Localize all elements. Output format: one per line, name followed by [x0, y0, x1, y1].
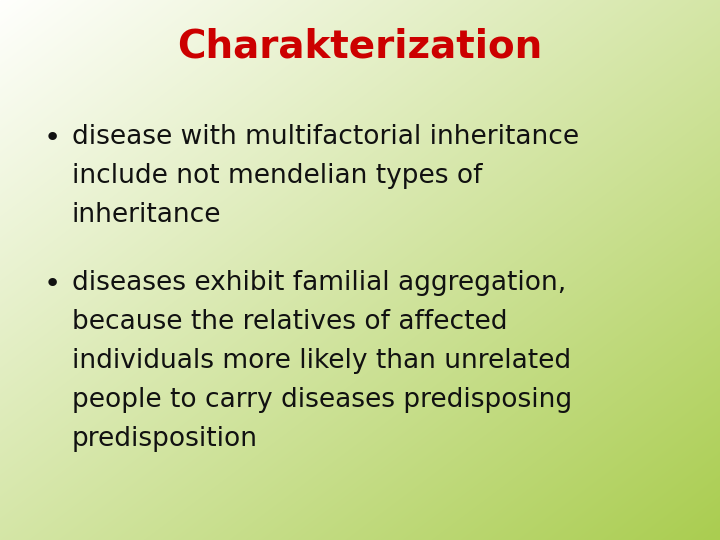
- Text: individuals more likely than unrelated: individuals more likely than unrelated: [72, 348, 571, 374]
- Text: disease with multifactorial inheritance: disease with multifactorial inheritance: [72, 124, 579, 150]
- Text: inheritance: inheritance: [72, 202, 222, 228]
- Text: include not mendelian types of: include not mendelian types of: [72, 163, 482, 189]
- Text: diseases exhibit familial aggregation,: diseases exhibit familial aggregation,: [72, 270, 566, 296]
- Text: people to carry diseases predisposing: people to carry diseases predisposing: [72, 387, 572, 413]
- Text: •: •: [43, 124, 60, 152]
- Text: •: •: [43, 270, 60, 298]
- Text: predisposition: predisposition: [72, 426, 258, 451]
- Text: Charakterization: Charakterization: [177, 27, 543, 65]
- Text: because the relatives of affected: because the relatives of affected: [72, 309, 508, 335]
